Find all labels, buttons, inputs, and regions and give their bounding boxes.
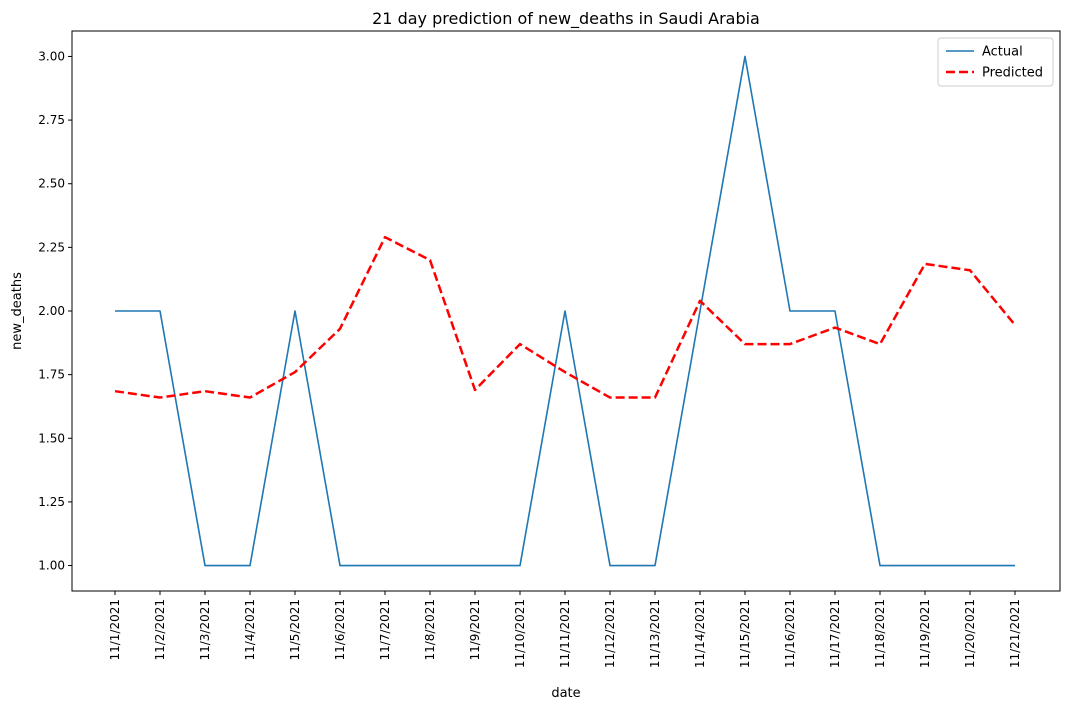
y-tick-label: 1.50 — [38, 431, 65, 445]
x-tick-label: 11/8/2021 — [423, 599, 437, 661]
y-tick-label: 2.50 — [38, 177, 65, 191]
y-tick-label: 1.00 — [38, 559, 65, 573]
y-tick-label: 2.00 — [38, 304, 65, 318]
x-tick-label: 11/1/2021 — [108, 599, 122, 661]
x-tick-label: 11/10/2021 — [513, 599, 527, 668]
x-tick-label: 11/19/2021 — [918, 599, 932, 668]
x-tick-label: 11/9/2021 — [468, 599, 482, 661]
y-tick-label: 1.25 — [38, 495, 65, 509]
legend-label-predicted: Predicted — [982, 66, 1043, 81]
legend-label-actual: Actual — [982, 45, 1023, 60]
x-tick-label: 11/13/2021 — [648, 599, 662, 668]
x-tick-label: 11/20/2021 — [963, 599, 977, 668]
x-tick-label: 11/11/2021 — [558, 599, 572, 668]
x-tick-label: 11/16/2021 — [783, 599, 797, 668]
x-tick-label: 11/14/2021 — [693, 599, 707, 668]
y-tick-label: 2.25 — [38, 240, 65, 254]
y-axis-label: new_deaths — [10, 272, 25, 350]
x-tick-label: 11/5/2021 — [288, 599, 302, 661]
y-tick-label: 2.75 — [38, 113, 65, 127]
x-tick-label: 11/4/2021 — [243, 599, 257, 661]
x-tick-label: 11/2/2021 — [153, 599, 167, 661]
x-tick-label: 11/12/2021 — [603, 599, 617, 668]
x-tick-label: 11/3/2021 — [198, 599, 212, 661]
x-tick-label: 11/15/2021 — [738, 599, 752, 668]
x-tick-label: 11/6/2021 — [333, 599, 347, 661]
plot-area-frame — [71, 30, 1061, 592]
x-tick-label: 11/18/2021 — [873, 599, 887, 668]
y-tick-label: 3.00 — [38, 49, 65, 63]
x-tick-label: 11/7/2021 — [378, 599, 392, 661]
legend: Actual Predicted — [937, 37, 1054, 87]
x-axis-label: date — [551, 686, 580, 701]
chart-title: 21 day prediction of new_deaths in Saudi… — [372, 9, 760, 29]
x-tick-label: 11/21/2021 — [1008, 599, 1022, 668]
series-line-predicted — [114, 235, 1016, 399]
series-line-actual — [115, 55, 1015, 567]
x-tick-label: 11/17/2021 — [828, 599, 842, 668]
legend-box — [937, 37, 1054, 87]
y-tick-label: 1.75 — [38, 368, 65, 382]
